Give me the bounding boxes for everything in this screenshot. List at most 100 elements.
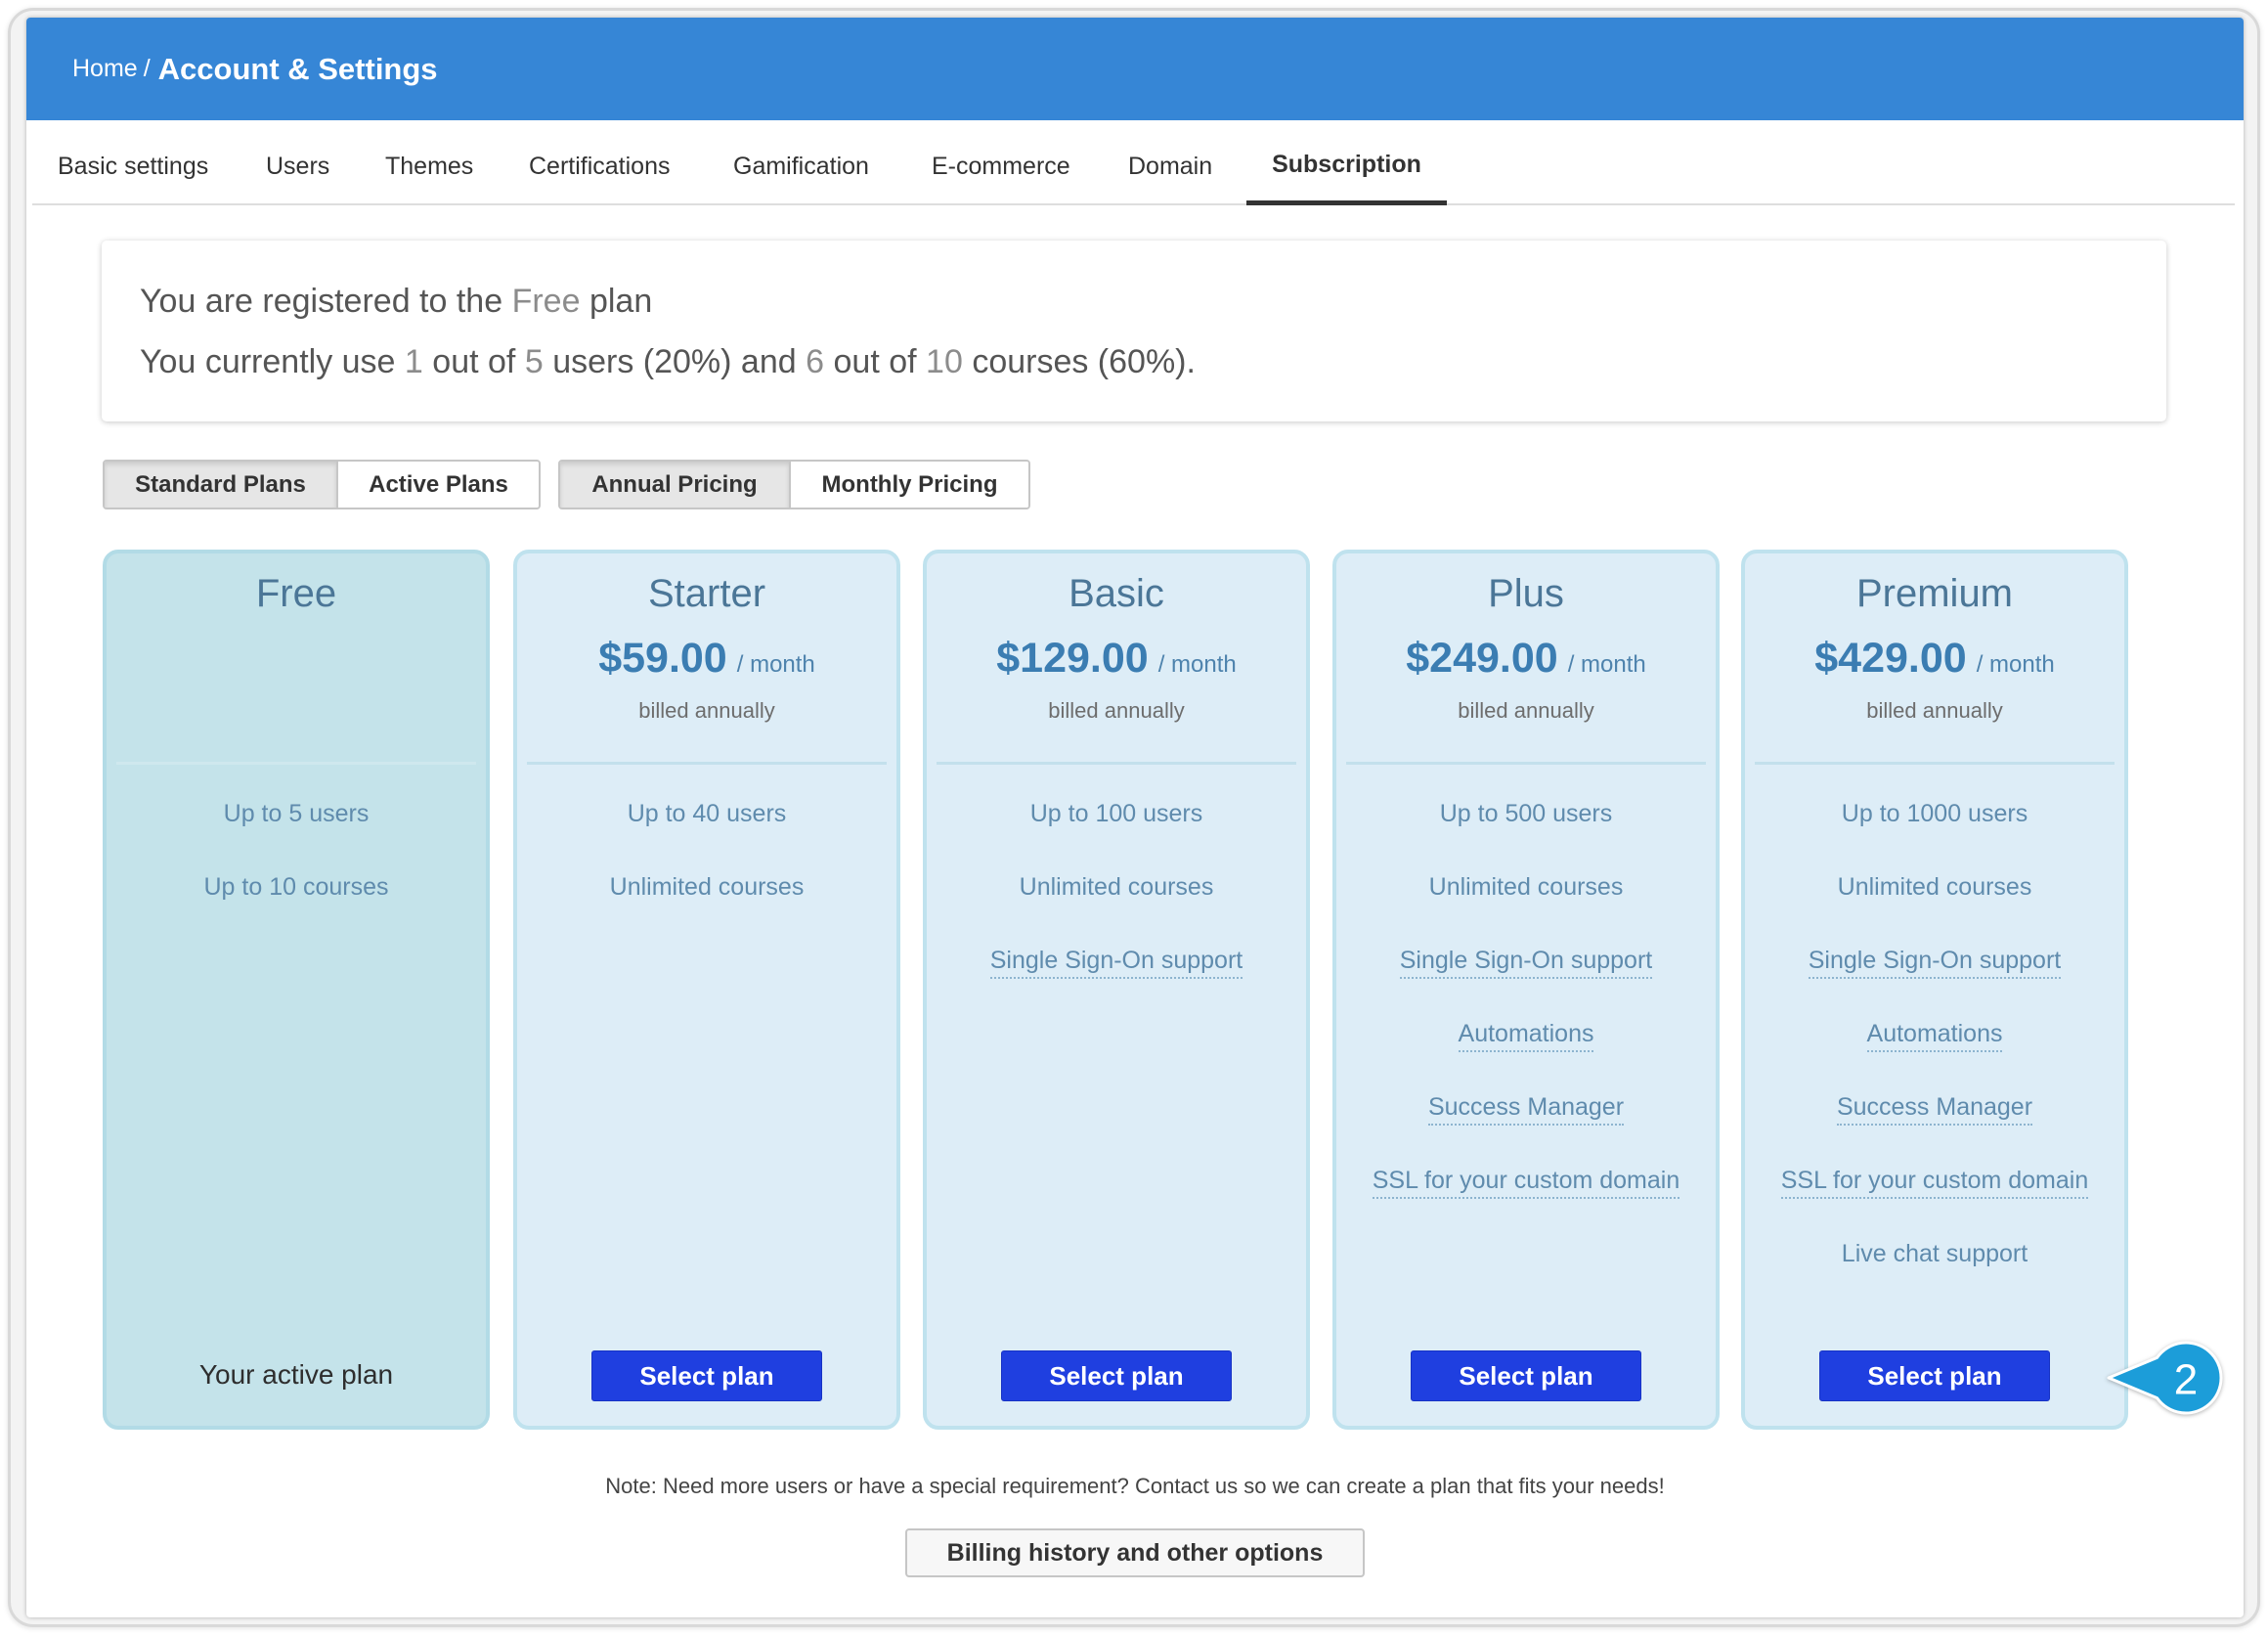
feature-tooltip-trigger[interactable]: SSL for your custom domain [1372, 1167, 1680, 1199]
plan-card-starter: Starter $59.00 / month billed annually Up… [513, 550, 900, 1430]
feature-item: Up to 100 users [927, 777, 1306, 851]
select-plan-button-basic[interactable]: Select plan [1001, 1350, 1232, 1401]
tab-users[interactable]: Users [266, 153, 330, 180]
annual-pricing-button[interactable]: Annual Pricing [560, 462, 789, 508]
feature-text: Live chat support [1841, 1240, 2028, 1267]
feature-text: Unlimited courses [1428, 873, 1624, 901]
feature-list: Up to 100 users Unlimited courses Single… [927, 777, 1306, 997]
feature-item: SSL for your custom domain [1745, 1144, 2124, 1217]
plan-name: Starter [647, 572, 766, 615]
select-plan-button-plus[interactable]: Select plan [1411, 1350, 1641, 1401]
plan-price: $249.00 [1406, 635, 1558, 682]
feature-item: Up to 5 users [107, 777, 486, 851]
step-callout-badge: 2 [2107, 1341, 2223, 1415]
page-title: Account & Settings [157, 51, 438, 86]
feature-text: Up to 10 courses [203, 873, 389, 901]
feature-list: Up to 500 users Unlimited courses Single… [1336, 777, 1716, 1217]
tab-basic-settings[interactable]: Basic settings [58, 153, 209, 180]
breadcrumb: Home / Account & Settings [26, 18, 2244, 120]
feature-tooltip-trigger[interactable]: Success Manager [1836, 1093, 2033, 1126]
callout-pointer-shape [2107, 1341, 2223, 1415]
plan-filter-toggle: Standard Plans Active Plans [103, 460, 541, 509]
feature-item: Up to 40 users [517, 777, 896, 851]
feature-text: Up to 5 users [223, 800, 370, 827]
feature-item: Success Manager [1336, 1071, 1716, 1144]
feature-text: Up to 1000 users [1841, 800, 2028, 827]
feature-tooltip-trigger[interactable]: Automations [1866, 1020, 2003, 1052]
plan-card-premium: Premium $429.00 / month billed annually U… [1741, 550, 2128, 1430]
billing-frequency: billed annually [638, 698, 775, 723]
tab-subscription[interactable]: Subscription [1246, 140, 1447, 205]
plan-card-basic: Basic $129.00 / month billed annually Up … [923, 550, 1310, 1430]
summary-text: You currently use [140, 343, 396, 380]
feature-text: Up to 500 users [1439, 800, 1613, 827]
plan-card-plus: Plus $249.00 / month billed annually Up t… [1332, 550, 1720, 1430]
select-plan-button-starter[interactable]: Select plan [591, 1350, 822, 1401]
tab-themes[interactable]: Themes [385, 153, 474, 180]
price-period: / month [736, 651, 815, 678]
price-row: $249.00 / month [1336, 631, 1716, 695]
courses-limit: 10 [926, 343, 963, 380]
feature-item: Single Sign-On support [927, 924, 1306, 997]
feature-tooltip-trigger[interactable]: Single Sign-On support [989, 947, 1243, 979]
tabs-divider [32, 203, 2235, 205]
feature-item: Up to 10 courses [107, 851, 486, 924]
feature-tooltip-trigger[interactable]: Single Sign-On support [1399, 947, 1653, 979]
breadcrumb-separator: / [143, 55, 151, 82]
feature-tooltip-trigger[interactable]: SSL for your custom domain [1780, 1167, 2089, 1199]
plan-divider [116, 762, 476, 765]
feature-item: Automations [1745, 997, 2124, 1071]
feature-item: Unlimited courses [1336, 851, 1716, 924]
registered-plan-line: You are registered to the Free plan [140, 280, 652, 323]
subscription-summary: You are registered to the Free plan You … [102, 241, 2166, 421]
tab-domain[interactable]: Domain [1128, 153, 1213, 180]
summary-text: out of [833, 343, 917, 380]
price-row: $59.00 / month [517, 631, 896, 695]
users-used: 1 [404, 343, 423, 380]
breadcrumb-home-link[interactable]: Home [72, 55, 138, 82]
plan-name: Free [255, 572, 337, 615]
plan-price: $129.00 [996, 635, 1149, 682]
settings-panel: Home / Account & Settings Basic settings… [26, 18, 2244, 1617]
summary-text: You are registered to the [140, 283, 503, 320]
summary-text: out of [432, 343, 516, 380]
feature-item: Unlimited courses [927, 851, 1306, 924]
feature-tooltip-trigger[interactable]: Automations [1458, 1020, 1594, 1052]
summary-text: users (20%) and [552, 343, 797, 380]
standard-plans-button[interactable]: Standard Plans [105, 462, 336, 508]
feature-list: Up to 40 users Unlimited courses [517, 777, 896, 924]
current-plan-name: Free [511, 283, 581, 320]
pricing-period-toggle: Annual Pricing Monthly Pricing [558, 460, 1030, 509]
price-row: $129.00 / month [927, 631, 1306, 695]
price-period: / month [1567, 651, 1646, 678]
tab-e-commerce[interactable]: E-commerce [932, 153, 1070, 180]
feature-item: SSL for your custom domain [1336, 1144, 1716, 1217]
tab-certifications[interactable]: Certifications [529, 153, 671, 180]
feature-list: Up to 1000 users Unlimited courses Singl… [1745, 777, 2124, 1291]
feature-item: Up to 500 users [1336, 777, 1716, 851]
active-plans-button[interactable]: Active Plans [336, 462, 539, 508]
price-row: $429.00 / month [1745, 631, 2124, 695]
feature-tooltip-trigger[interactable]: Single Sign-On support [1808, 947, 2062, 979]
feature-list: Up to 5 users Up to 10 courses [107, 777, 486, 924]
feature-item: Automations [1336, 997, 1716, 1071]
feature-text: Unlimited courses [1837, 873, 2032, 901]
feature-item: Live chat support [1745, 1217, 2124, 1291]
feature-item: Single Sign-On support [1336, 924, 1716, 997]
feature-tooltip-trigger[interactable]: Success Manager [1427, 1093, 1625, 1126]
usage-line: You currently use 1 out of 5 users (20%)… [140, 340, 1196, 383]
billing-history-button[interactable]: Billing history and other options [905, 1528, 1365, 1577]
callout-number: 2 [2174, 1356, 2198, 1404]
courses-used: 6 [806, 343, 825, 380]
tab-gamification[interactable]: Gamification [733, 153, 869, 180]
users-limit: 5 [524, 343, 544, 380]
plan-divider [937, 762, 1296, 765]
monthly-pricing-button[interactable]: Monthly Pricing [789, 462, 1028, 508]
price-period: / month [1976, 651, 2055, 678]
feature-item: Unlimited courses [1745, 851, 2124, 924]
feature-text: Unlimited courses [609, 873, 805, 901]
feature-text: Up to 100 users [1029, 800, 1203, 827]
plan-divider [527, 762, 887, 765]
select-plan-button-premium[interactable]: Select plan [1819, 1350, 2050, 1401]
feature-item: Unlimited courses [517, 851, 896, 924]
